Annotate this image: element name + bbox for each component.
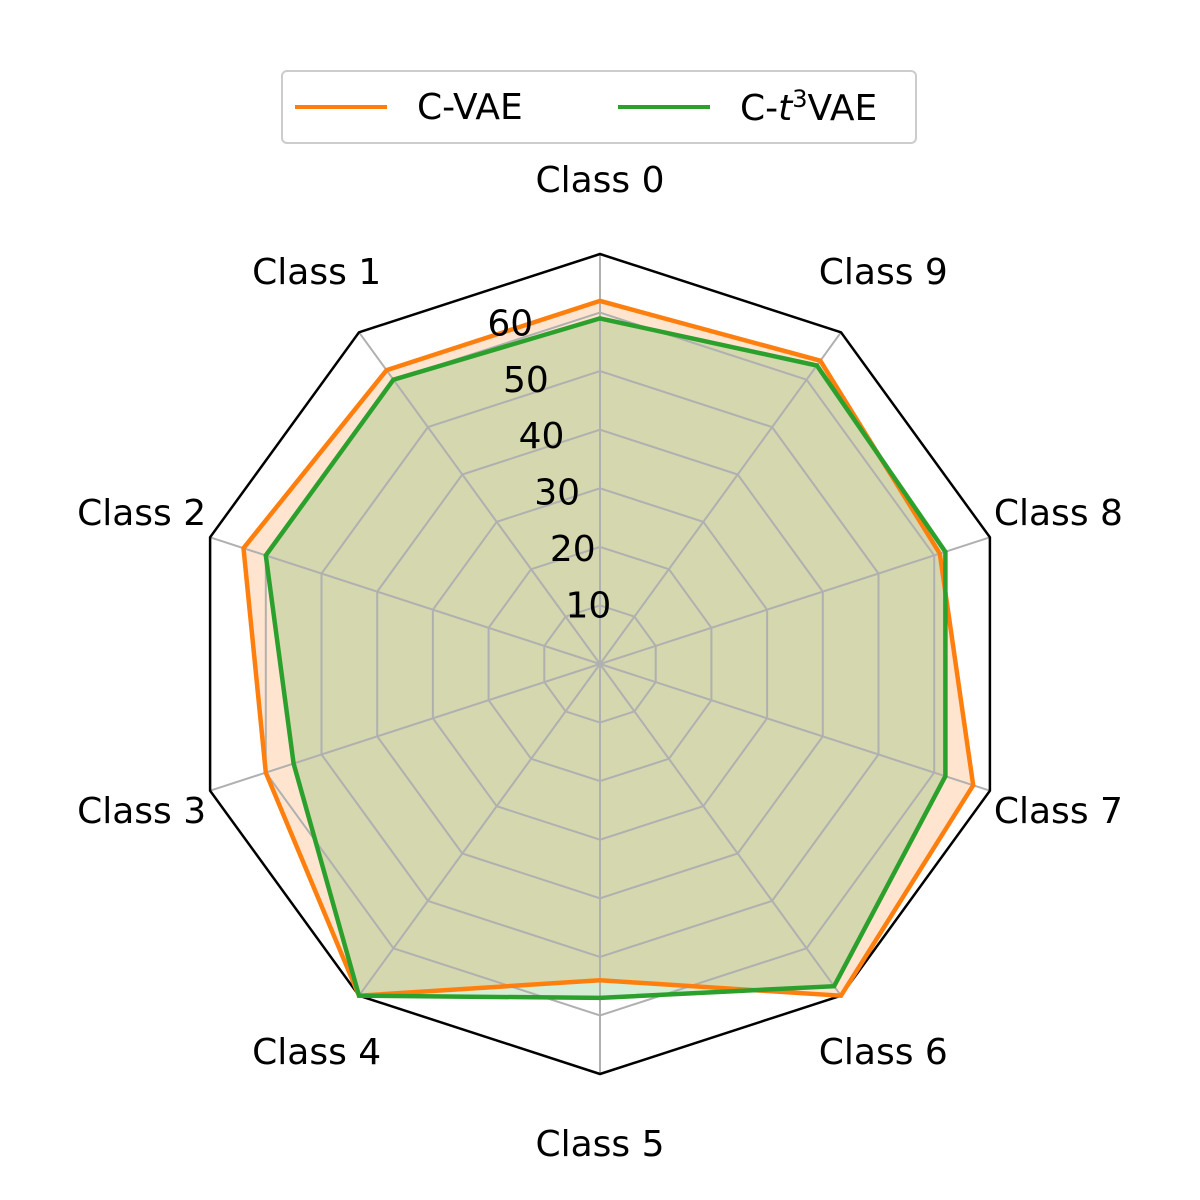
- grid-spoke-9: [599, 331, 842, 665]
- grid-spoke-1: [358, 331, 601, 665]
- category-label-7: Class 7: [994, 791, 1123, 832]
- outer-frame: [208, 252, 992, 1076]
- grid-spoke-7: [599, 663, 991, 792]
- rtick-label-10: 10: [565, 586, 611, 627]
- rtick-label-50: 50: [503, 360, 549, 401]
- category-labels: Class 0 Class 1 Class 2 Class 3 Class 4 Class…: [77, 160, 1123, 1165]
- rtick-label-60: 60: [487, 303, 533, 344]
- rtick-label-20: 20: [550, 529, 596, 570]
- category-label-9: Class 9: [819, 252, 948, 293]
- legend-line-c-t3vae: [618, 105, 710, 109]
- grid-spoke-4: [358, 663, 601, 997]
- category-label-2: Class 2: [77, 493, 206, 534]
- grid-spoke-6: [599, 663, 842, 997]
- category-label-0: Class 0: [535, 160, 664, 201]
- legend-label-suffix: VAE: [807, 88, 878, 129]
- grid-spoke-3: [209, 663, 601, 792]
- legend-item-c-t3vae: C-t3VAE: [618, 72, 877, 142]
- category-label-3: Class 3: [77, 791, 206, 832]
- series-fill-0: [243, 300, 974, 996]
- legend-label-c-t3vae: C-t3VAE: [740, 85, 877, 129]
- series-fills: [243, 300, 974, 998]
- grid-spoke-2: [209, 536, 601, 665]
- legend-label-italic: t: [778, 88, 793, 129]
- series-fill-1: [265, 318, 946, 998]
- legend: C-VAE C-t3VAE: [281, 70, 917, 144]
- category-label-8: Class 8: [994, 493, 1123, 534]
- legend-item-c-vae: C-VAE: [295, 72, 523, 142]
- grid-spoke-8: [599, 536, 991, 665]
- radial-tick-labels: 10 20 30 40 50 60: [487, 303, 611, 626]
- legend-line-c-vae: [295, 105, 387, 109]
- series-line-1: [263, 316, 948, 1001]
- legend-label-c-vae: C-VAE: [417, 86, 523, 128]
- category-label-6: Class 6: [819, 1032, 948, 1073]
- rtick-label-30: 30: [534, 473, 580, 514]
- category-label-4: Class 4: [252, 1032, 381, 1073]
- rtick-label-40: 40: [519, 416, 565, 457]
- legend-label-prefix: C-: [740, 88, 779, 129]
- series-lines: [241, 298, 976, 1001]
- legend-label-sup: 3: [792, 85, 808, 113]
- category-label-1: Class 1: [252, 252, 381, 293]
- chart-frame: [208, 252, 992, 1076]
- category-label-5: Class 5: [535, 1124, 664, 1165]
